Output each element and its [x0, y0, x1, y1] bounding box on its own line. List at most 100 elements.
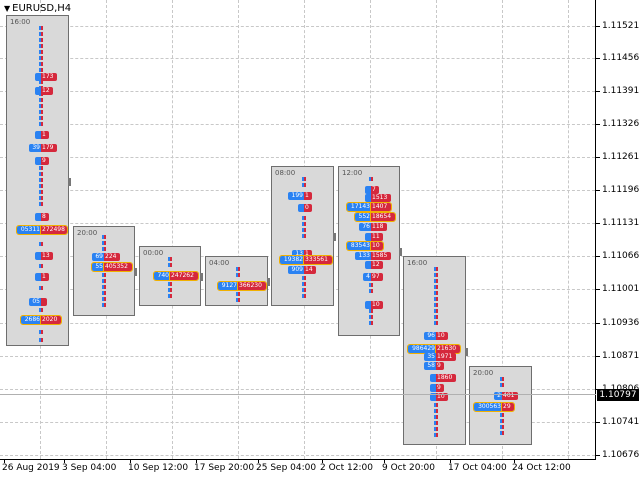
profile-stripe-sell — [502, 377, 504, 381]
profile-stripe-buy — [168, 288, 170, 292]
profile-stripe-sell — [41, 202, 43, 206]
gridline-horizontal — [0, 26, 595, 27]
profile-stripe-sell — [41, 38, 43, 42]
volume-bar-buy: 986429 — [407, 344, 437, 354]
symbol-label[interactable]: ▼ EURUSD,H4 — [4, 3, 71, 14]
volume-bar-sell: 29 — [501, 402, 515, 412]
volume-bar-sell: 333561 — [303, 255, 333, 265]
profile-stripe-sell — [304, 276, 306, 280]
time-tick — [196, 460, 197, 463]
price-tick — [596, 356, 600, 357]
volume-bar-sell: 97 — [371, 273, 383, 281]
profile-stripe-sell — [41, 308, 43, 312]
price-axis-label: 1.11261 — [602, 152, 640, 162]
profile-stripe-sell — [41, 242, 43, 246]
profile-stripe-buy — [302, 234, 304, 238]
profile-stripe-sell — [238, 267, 240, 271]
profile-stripe-sell — [371, 177, 373, 181]
time-axis-label: 24 Oct 12:00 — [512, 463, 571, 473]
gridline-horizontal — [0, 91, 595, 92]
profile-stripe-buy — [500, 425, 502, 429]
volume-bar-buy — [35, 131, 41, 139]
price-axis-label: 1.11196 — [602, 185, 640, 195]
volume-bar-sell: 179 — [41, 144, 57, 152]
profile-stripe-sell — [436, 433, 438, 437]
session-label: 12:00 — [342, 169, 363, 177]
dropdown-triangle-icon[interactable]: ▼ — [4, 4, 11, 13]
profile-stripe-sell — [502, 413, 504, 417]
profile-stripe-buy — [39, 110, 41, 114]
session-label: 16:00 — [407, 259, 428, 267]
profile-stripe-sell — [502, 419, 504, 423]
profile-stripe-buy — [102, 303, 104, 307]
volume-bar-buy — [430, 393, 436, 401]
profile-stripe-buy — [434, 415, 436, 419]
profile-stripe-buy — [39, 122, 41, 126]
volume-bar-buy: 199 — [288, 192, 304, 200]
profile-stripe-buy — [39, 190, 41, 194]
gridline-vertical — [238, 0, 239, 459]
volume-bar-sell: 247262 — [169, 271, 199, 281]
volume-bar-sell: 1 — [304, 192, 312, 200]
profile-stripe-buy — [369, 315, 371, 319]
volume-bar-sell: 10 — [436, 332, 448, 340]
volume-bar-buy: 96 — [424, 332, 436, 340]
profile-stripe-sell — [41, 166, 43, 170]
profile-stripe-sell — [304, 294, 306, 298]
profile-stripe-sell — [41, 110, 43, 114]
profile-stripe-buy — [369, 321, 371, 325]
profile-stripe-sell — [436, 409, 438, 413]
volume-bar-buy — [430, 384, 436, 392]
volume-bar-sell — [41, 298, 47, 306]
time-tick — [322, 460, 323, 463]
profile-stripe-buy — [302, 294, 304, 298]
profile-stripe-sell — [41, 286, 43, 290]
volume-bar-sell: 7 — [371, 186, 379, 194]
profile-stripe-buy — [39, 44, 41, 48]
volume-bar-sell: 1860 — [436, 374, 456, 382]
volume-bar-sell: 1513 — [371, 194, 391, 202]
profile-stripe-sell — [371, 289, 373, 293]
session-box[interactable]: 20:00 69 224 55 405352 — [73, 226, 137, 316]
symbol-text: EURUSD,H4 — [12, 3, 72, 14]
session-connector — [134, 268, 137, 276]
price-axis-label: 1.10871 — [602, 351, 640, 361]
profile-stripe-buy — [434, 285, 436, 289]
session-box[interactable]: 16:00 96 10 986429 21630 35 1971 58 9 1860 9 10 — [403, 256, 468, 445]
session-box[interactable]: 12:00 7 1513 17143 1407 552 18654 76 118 11 83543… — [338, 166, 402, 336]
gridline-horizontal — [0, 157, 595, 158]
volume-bar-sell: 9 — [436, 384, 444, 392]
price-tick — [596, 389, 600, 390]
price-axis-label: 1.11391 — [602, 86, 640, 96]
profile-stripe-sell — [41, 338, 43, 342]
profile-stripe-buy — [102, 291, 104, 295]
session-box[interactable]: 08:00 199 1 0 13 1 19382 333561 909 14 — [271, 166, 336, 306]
profile-stripe-sell — [41, 190, 43, 194]
volume-bar-sell: 405352 — [103, 262, 133, 272]
volume-bar-sell: 401 — [502, 392, 518, 400]
profile-stripe-sell — [104, 303, 106, 307]
price-tick — [596, 124, 600, 125]
profile-stripe-sell — [170, 294, 172, 298]
profile-stripe-buy — [168, 282, 170, 286]
profile-stripe-buy — [39, 38, 41, 42]
session-box[interactable]: 16:00 173 12 1 39 179 9 8 05311 272498 13 1 05 2686 2… — [6, 15, 71, 346]
profile-stripe-buy — [434, 427, 436, 431]
session-box[interactable]: 00:00 740 247262 — [139, 246, 203, 306]
session-connector — [399, 248, 402, 256]
volume-bar-sell: 1 — [41, 273, 49, 281]
profile-stripe-sell — [436, 415, 438, 419]
session-label: 20:00 — [77, 229, 98, 237]
profile-stripe-sell — [436, 427, 438, 431]
profile-stripe-buy — [500, 431, 502, 435]
profile-stripe-sell — [238, 292, 240, 296]
session-box[interactable]: 04:00 9127 366230 — [205, 256, 270, 306]
profile-stripe-buy — [102, 297, 104, 301]
session-box[interactable]: 20:00 2 401 300563 29 — [469, 366, 532, 445]
profile-stripe-sell — [371, 283, 373, 287]
volume-bar-sell: 1 — [304, 250, 312, 258]
volume-bar-buy: 05 — [29, 298, 41, 306]
volume-bar-sell: 12 — [41, 87, 53, 95]
profile-stripe-sell — [41, 172, 43, 176]
